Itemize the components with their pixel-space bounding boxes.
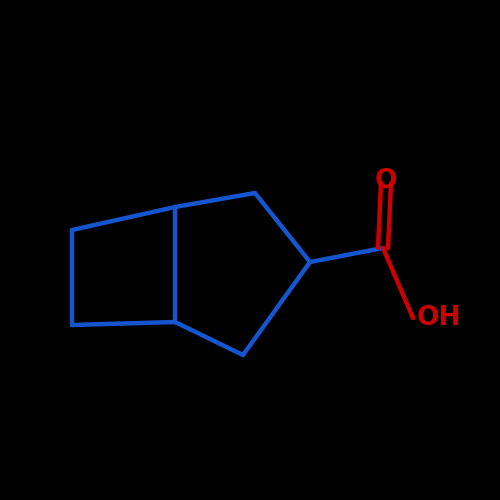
Text: OH: OH bbox=[417, 305, 462, 331]
Text: O: O bbox=[375, 168, 397, 194]
